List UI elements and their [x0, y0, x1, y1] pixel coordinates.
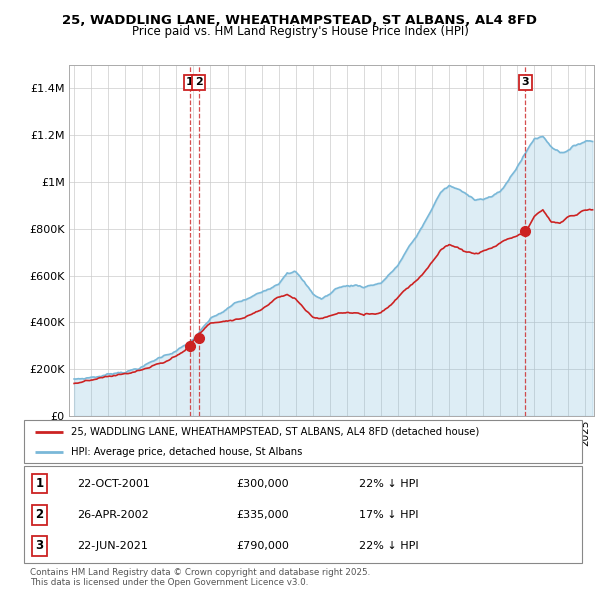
Text: 22% ↓ HPI: 22% ↓ HPI	[359, 541, 418, 551]
Text: 26-APR-2002: 26-APR-2002	[77, 510, 149, 520]
Text: 17% ↓ HPI: 17% ↓ HPI	[359, 510, 418, 520]
FancyBboxPatch shape	[24, 420, 582, 463]
Text: 22-OCT-2001: 22-OCT-2001	[77, 478, 150, 489]
FancyBboxPatch shape	[24, 466, 582, 563]
Text: £300,000: £300,000	[236, 478, 289, 489]
Text: Contains HM Land Registry data © Crown copyright and database right 2025.
This d: Contains HM Land Registry data © Crown c…	[30, 568, 370, 587]
Text: £790,000: £790,000	[236, 541, 289, 551]
Text: £335,000: £335,000	[236, 510, 289, 520]
Text: 1: 1	[35, 477, 44, 490]
Text: 25, WADDLING LANE, WHEATHAMPSTEAD, ST ALBANS, AL4 8FD (detached house): 25, WADDLING LANE, WHEATHAMPSTEAD, ST AL…	[71, 427, 479, 437]
Text: 2: 2	[35, 508, 44, 522]
Text: 1: 1	[186, 77, 194, 87]
Text: Price paid vs. HM Land Registry's House Price Index (HPI): Price paid vs. HM Land Registry's House …	[131, 25, 469, 38]
Text: 3: 3	[521, 77, 529, 87]
Text: 22-JUN-2021: 22-JUN-2021	[77, 541, 148, 551]
Text: 25, WADDLING LANE, WHEATHAMPSTEAD, ST ALBANS, AL4 8FD: 25, WADDLING LANE, WHEATHAMPSTEAD, ST AL…	[62, 14, 538, 27]
Text: HPI: Average price, detached house, St Albans: HPI: Average price, detached house, St A…	[71, 447, 303, 457]
Text: 22% ↓ HPI: 22% ↓ HPI	[359, 478, 418, 489]
Text: 3: 3	[35, 539, 44, 552]
Text: 2: 2	[194, 77, 202, 87]
